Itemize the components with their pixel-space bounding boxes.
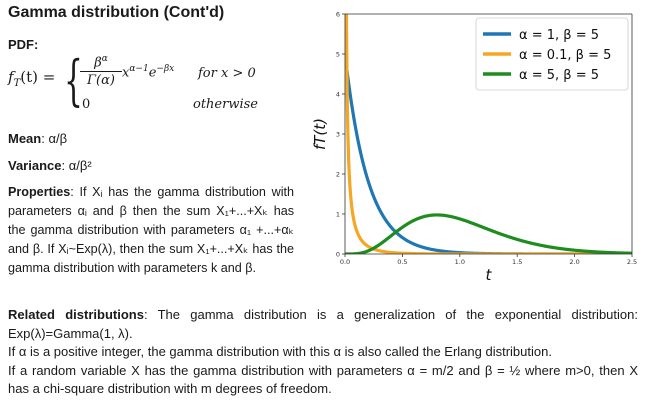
related-distributions: Related distributions: The gamma distrib…: [8, 306, 638, 399]
legend-box: [475, 17, 629, 91]
formula-lhs-sub: T: [13, 78, 21, 89]
formula-fraction: βα Γ(α): [80, 54, 122, 88]
related-p1: Related distributions: The gamma distrib…: [8, 306, 638, 343]
legend-label: α = 0.1, β = 5: [519, 48, 611, 63]
page-title: Gamma distribution (Cont'd): [8, 4, 225, 21]
formula-lhs-rest: (t) =: [20, 68, 56, 86]
formula-x: x: [122, 65, 130, 81]
properties-text: : If Xᵢ has the gamma distribution with …: [8, 185, 294, 275]
related-p1-text: : The gamma distribution is a generaliza…: [8, 307, 638, 341]
x-tick-label: 2.0: [569, 258, 579, 266]
y-tick-label: 5: [336, 51, 340, 59]
formula-zero: 0: [82, 97, 91, 112]
y-tick-label: 4: [336, 91, 340, 99]
properties-paragraph: Properties: If Xᵢ has the gamma distribu…: [8, 183, 294, 278]
variance-label: Variance: [8, 158, 62, 173]
formula-condition-positive: for x > 0: [198, 66, 256, 81]
mean-value: : α/β: [41, 131, 68, 146]
related-label: Related distributions: [8, 307, 144, 322]
variance-value: : α/β²: [61, 158, 92, 173]
x-tick-label: 0.5: [397, 258, 407, 266]
formula-num-sup: α: [101, 54, 108, 64]
properties-label: Properties: [8, 185, 71, 199]
x-tick-label: 1.5: [512, 258, 522, 266]
chart-legend: α = 1, β = 5 α = 0.1, β = 5 α = 5, β = 5: [475, 17, 629, 91]
pdf-label: PDF:: [8, 37, 39, 52]
y-tick-label: 6: [336, 11, 340, 19]
x-tick-label: 0.0: [340, 258, 350, 266]
x-tick-label: 2.5: [627, 258, 637, 266]
formula-lhs: fT(t) =: [8, 68, 55, 89]
chart-ticks: 0.0 0.5 1.0 1.5 2.0 2.5 0 1 2 3 4 5 6: [336, 11, 637, 267]
formula-e: e: [148, 65, 157, 81]
formula-denominator: Γ(α): [87, 73, 115, 89]
series-line-2: [345, 213, 632, 254]
formula-lhs-f: f: [8, 68, 14, 86]
mean-label: Mean: [8, 131, 42, 146]
formula-brace: {: [64, 49, 83, 112]
pdf-formula: fT(t) = { βα Γ(α) xα−1e−βx for x > 0 0 o…: [8, 52, 308, 122]
chart-xlabel: t: [486, 266, 493, 284]
y-tick-label: 0: [336, 251, 340, 259]
variance-line: Variance: α/β²: [8, 158, 92, 173]
y-tick-label: 1: [336, 211, 340, 219]
formula-num-base: β: [94, 55, 102, 71]
formula-x-sup: α−1: [129, 64, 149, 74]
y-tick-label: 3: [336, 131, 340, 139]
legend-label: α = 1, β = 5: [519, 28, 599, 43]
legend-label: α = 5, β = 5: [519, 68, 599, 83]
formula-condition-otherwise: otherwise: [193, 97, 258, 112]
y-tick-label: 2: [336, 171, 340, 179]
formula-e-sup: −βx: [156, 64, 175, 74]
x-tick-label: 1.0: [455, 258, 465, 266]
related-p3: If a random variable X has the gamma dis…: [8, 362, 638, 397]
mean-line: Mean: α/β: [8, 131, 67, 146]
chart-ylabel: fT(t): [311, 118, 329, 150]
related-p2: If α is a positive integer, the gamma di…: [8, 344, 552, 359]
formula-numerator: βα: [80, 54, 122, 73]
formula-power-terms: xα−1e−βx: [122, 64, 174, 80]
